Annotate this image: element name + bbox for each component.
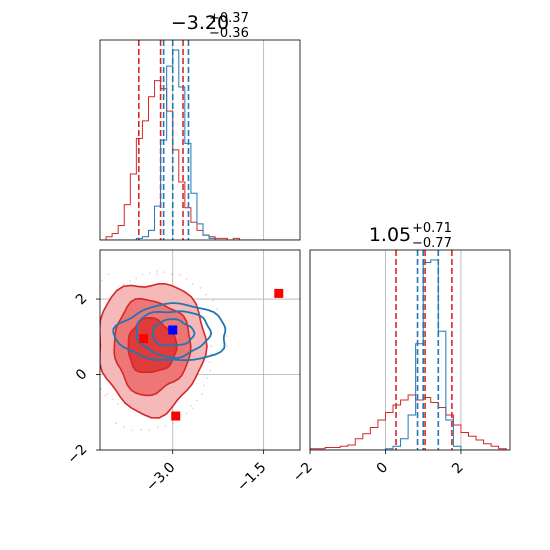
scatter-dot-46 [86, 314, 88, 316]
scatter-dot-11 [172, 422, 175, 425]
joint-xtick-label-0: −3.0 [143, 460, 178, 495]
scatter-dot-24 [185, 412, 188, 415]
scatter-dot-56 [106, 392, 109, 395]
top-grid [172, 40, 265, 240]
scatter-dot-49 [135, 277, 138, 280]
red-contour-line-1 [113, 297, 192, 397]
marker-square-3 [168, 325, 178, 335]
scatter-dot-4 [81, 332, 83, 334]
joint-ytick-label-2: 2 [73, 291, 91, 309]
scatter-dot-17 [83, 350, 85, 352]
scatter-dot-21 [210, 353, 212, 356]
top-series [100, 40, 300, 240]
scatter-dot-35 [111, 398, 114, 401]
scatter-dot-50 [203, 384, 206, 387]
right-title-value: 1.05 [369, 224, 411, 246]
right-series [310, 250, 507, 450]
red-contour-line-0 [127, 316, 178, 373]
scatter-dot-7 [122, 283, 125, 286]
scatter-dot-14 [116, 403, 119, 405]
scatter-dot-37 [196, 399, 198, 402]
histogram-series-1 [310, 259, 507, 450]
scatter-dot-48 [115, 422, 118, 425]
joint-xtick-label-1: −1.5 [234, 460, 269, 495]
red-contour-fill-0 [128, 317, 177, 373]
scatter-dot-6 [131, 429, 134, 432]
scatter-dot-10 [178, 273, 181, 276]
right-ticks: −2 0 2 [290, 450, 467, 485]
top-title: −3.20 [171, 12, 229, 34]
top-title-value: −3.20 [171, 12, 229, 34]
scatter-dot-23 [163, 271, 166, 273]
marker-square-2 [171, 411, 181, 421]
marginal-panel-right: −2 0 2 1.05 +0.71 −0.77 [290, 221, 511, 485]
scatter-dot-38 [83, 341, 85, 343]
top-title-plus: +0.37 [209, 11, 249, 26]
top-title-minus: −0.36 [209, 26, 249, 41]
scatter-dot-15 [141, 273, 144, 275]
scatter-dot-40 [140, 428, 143, 431]
scatter-dot-16 [201, 393, 203, 395]
joint-series [81, 269, 284, 432]
scatter-dot-43 [96, 381, 98, 383]
scatter-dot-30 [88, 367, 90, 369]
scatter-dot-34 [225, 335, 228, 338]
scatter-dot-39 [205, 293, 207, 296]
scatter-dot-53 [156, 426, 159, 429]
scatter-dot-28 [128, 280, 131, 282]
joint-axis-frame [99, 249, 301, 451]
marker-square-1 [139, 334, 149, 344]
right-xtick-label-0: −2 [290, 460, 316, 486]
scatter-dot-20 [101, 279, 103, 282]
right-xtick-label-2: 2 [449, 460, 467, 478]
scatter-dot-58 [190, 405, 193, 407]
scatter-dot-29 [206, 377, 209, 380]
scatter-dot-26 [216, 308, 219, 310]
scatter-dot-36 [148, 272, 151, 275]
scatter-dot-19 [148, 429, 151, 432]
scatter-dot-52 [191, 283, 194, 285]
scatter-dot-33 [92, 296, 94, 298]
scatter-dot-59 [84, 332, 86, 334]
scatter-dot-42 [208, 361, 211, 363]
scatter-dot-27 [123, 426, 125, 429]
marker-square-0 [274, 288, 284, 298]
marginal-panel-top: −3.20 +0.37 −0.36 [99, 11, 301, 241]
right-title-minus: −0.77 [412, 236, 452, 251]
right-axis-frame [309, 249, 511, 451]
scatter-dot-51 [87, 358, 89, 360]
joint-ytick-label-0: −2 [65, 442, 91, 468]
scatter-dot-3 [192, 407, 194, 410]
scatter-dot-22 [100, 388, 102, 390]
scatter-dot-18 [199, 287, 202, 289]
scatter-dot-41 [107, 273, 110, 276]
right-title-plus: +0.71 [412, 221, 452, 236]
scatter-dot-25 [83, 323, 85, 325]
scatter-dot-55 [226, 345, 229, 347]
scatter-dot-2 [156, 269, 159, 272]
histogram-series-0 [100, 80, 300, 240]
blue-contour-1 [135, 310, 213, 359]
scatter-dot-5 [212, 299, 214, 302]
blue-contour-0 [152, 318, 196, 347]
right-title: 1.05 [369, 224, 411, 246]
scatter-dot-44 [170, 273, 173, 276]
scatter-dot-1 [104, 394, 107, 397]
right-xtick-label-1: 0 [374, 460, 392, 478]
scatter-dot-54 [97, 289, 99, 291]
joint-panel: −2 0 2 −3.0 −1.5 [65, 249, 301, 495]
scatter-dot-9 [91, 375, 93, 377]
top-axis-frame [99, 39, 301, 241]
blue-contour-2 [112, 302, 227, 362]
histogram-series-0 [310, 394, 507, 450]
scatter-dot-57 [155, 272, 158, 275]
histogram-series-1 [100, 49, 300, 240]
scatter-dot-8 [209, 369, 212, 372]
scatter-dot-0 [210, 345, 213, 348]
joint-ytick-label-1: 0 [73, 366, 91, 384]
scatter-dot-31 [185, 278, 188, 280]
scatter-dot-32 [164, 425, 167, 427]
